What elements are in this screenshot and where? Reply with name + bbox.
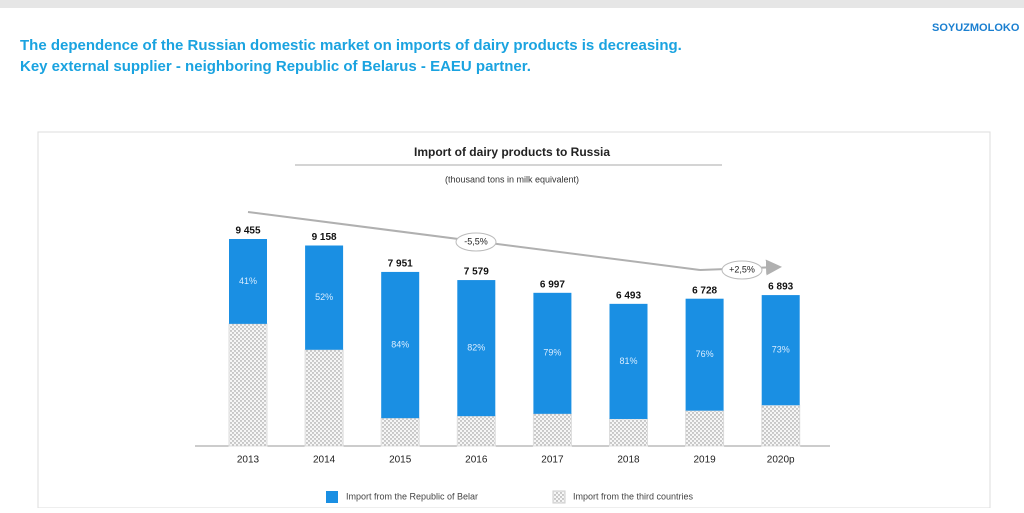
bar-segment: [381, 271, 420, 419]
bar-segment: [304, 349, 344, 447]
total-label: 9 455: [235, 226, 260, 237]
annotation: +2,5%: [729, 264, 755, 274]
value-label: 73%: [772, 345, 790, 355]
legend-label: Import from the Republic of Belar: [346, 491, 478, 501]
value-label: 79%: [543, 348, 561, 358]
bar-segment: [533, 292, 572, 414]
annotation-badge: [721, 260, 763, 280]
total-label: 6 893: [768, 282, 793, 293]
top-bar: [0, 0, 1024, 8]
x-tick-label: 2018: [617, 455, 640, 466]
bar-segment: [609, 418, 648, 447]
bar-segment: [761, 404, 801, 447]
bar-segment: [761, 295, 800, 406]
value-label: 84%: [391, 339, 409, 349]
value-label: 52%: [315, 292, 333, 302]
slide-title: The dependence of the Russian domestic m…: [20, 37, 682, 54]
total-label: 6 493: [616, 290, 641, 301]
bar-segment: [532, 413, 572, 447]
x-tick-label: 2016: [465, 455, 488, 466]
slide-title: Key external supplier - neighboring Repu…: [20, 58, 531, 75]
value-label: 76%: [696, 349, 714, 359]
x-tick-label: 2017: [541, 455, 564, 466]
total-label: 7 951: [388, 259, 413, 270]
bar-segment: [685, 298, 724, 411]
bar-segment: [305, 245, 344, 350]
bar-segment: [456, 415, 496, 447]
bar-segment: [229, 239, 267, 324]
total-label: 9 158: [312, 232, 337, 243]
total-label: 7 579: [464, 267, 489, 278]
bar-segment: [685, 410, 725, 447]
bar-segment: [609, 303, 648, 419]
x-tick-label: 2020p: [767, 455, 795, 466]
chart-frame: [37, 131, 991, 509]
x-tick-label: 2019: [693, 455, 716, 466]
bar-segment: [380, 417, 420, 447]
x-tick-label: 2015: [389, 455, 412, 466]
chart-subtitle: (thousand tons in milk equivalent): [445, 174, 579, 184]
x-tick-label: 2013: [237, 455, 260, 466]
value-label: 82%: [467, 342, 485, 352]
total-label: 6 728: [692, 285, 717, 296]
bar-segment: [457, 280, 496, 417]
x-tick-label: 2014: [313, 455, 336, 466]
bar-segment: [228, 323, 268, 447]
legend-swatch: [552, 490, 566, 504]
legend-label: Import from the third countries: [573, 491, 694, 501]
total-label: 6 997: [540, 279, 565, 290]
legend-swatch: [326, 491, 338, 503]
value-label: 81%: [619, 356, 637, 366]
value-label: 41%: [239, 276, 257, 286]
annotation: -5,5%: [464, 236, 488, 246]
annotation-badge: [455, 232, 497, 252]
logo: SOYUZMOLOKO: [932, 22, 1020, 34]
chart-title: Import of dairy products to Russia: [414, 145, 610, 159]
